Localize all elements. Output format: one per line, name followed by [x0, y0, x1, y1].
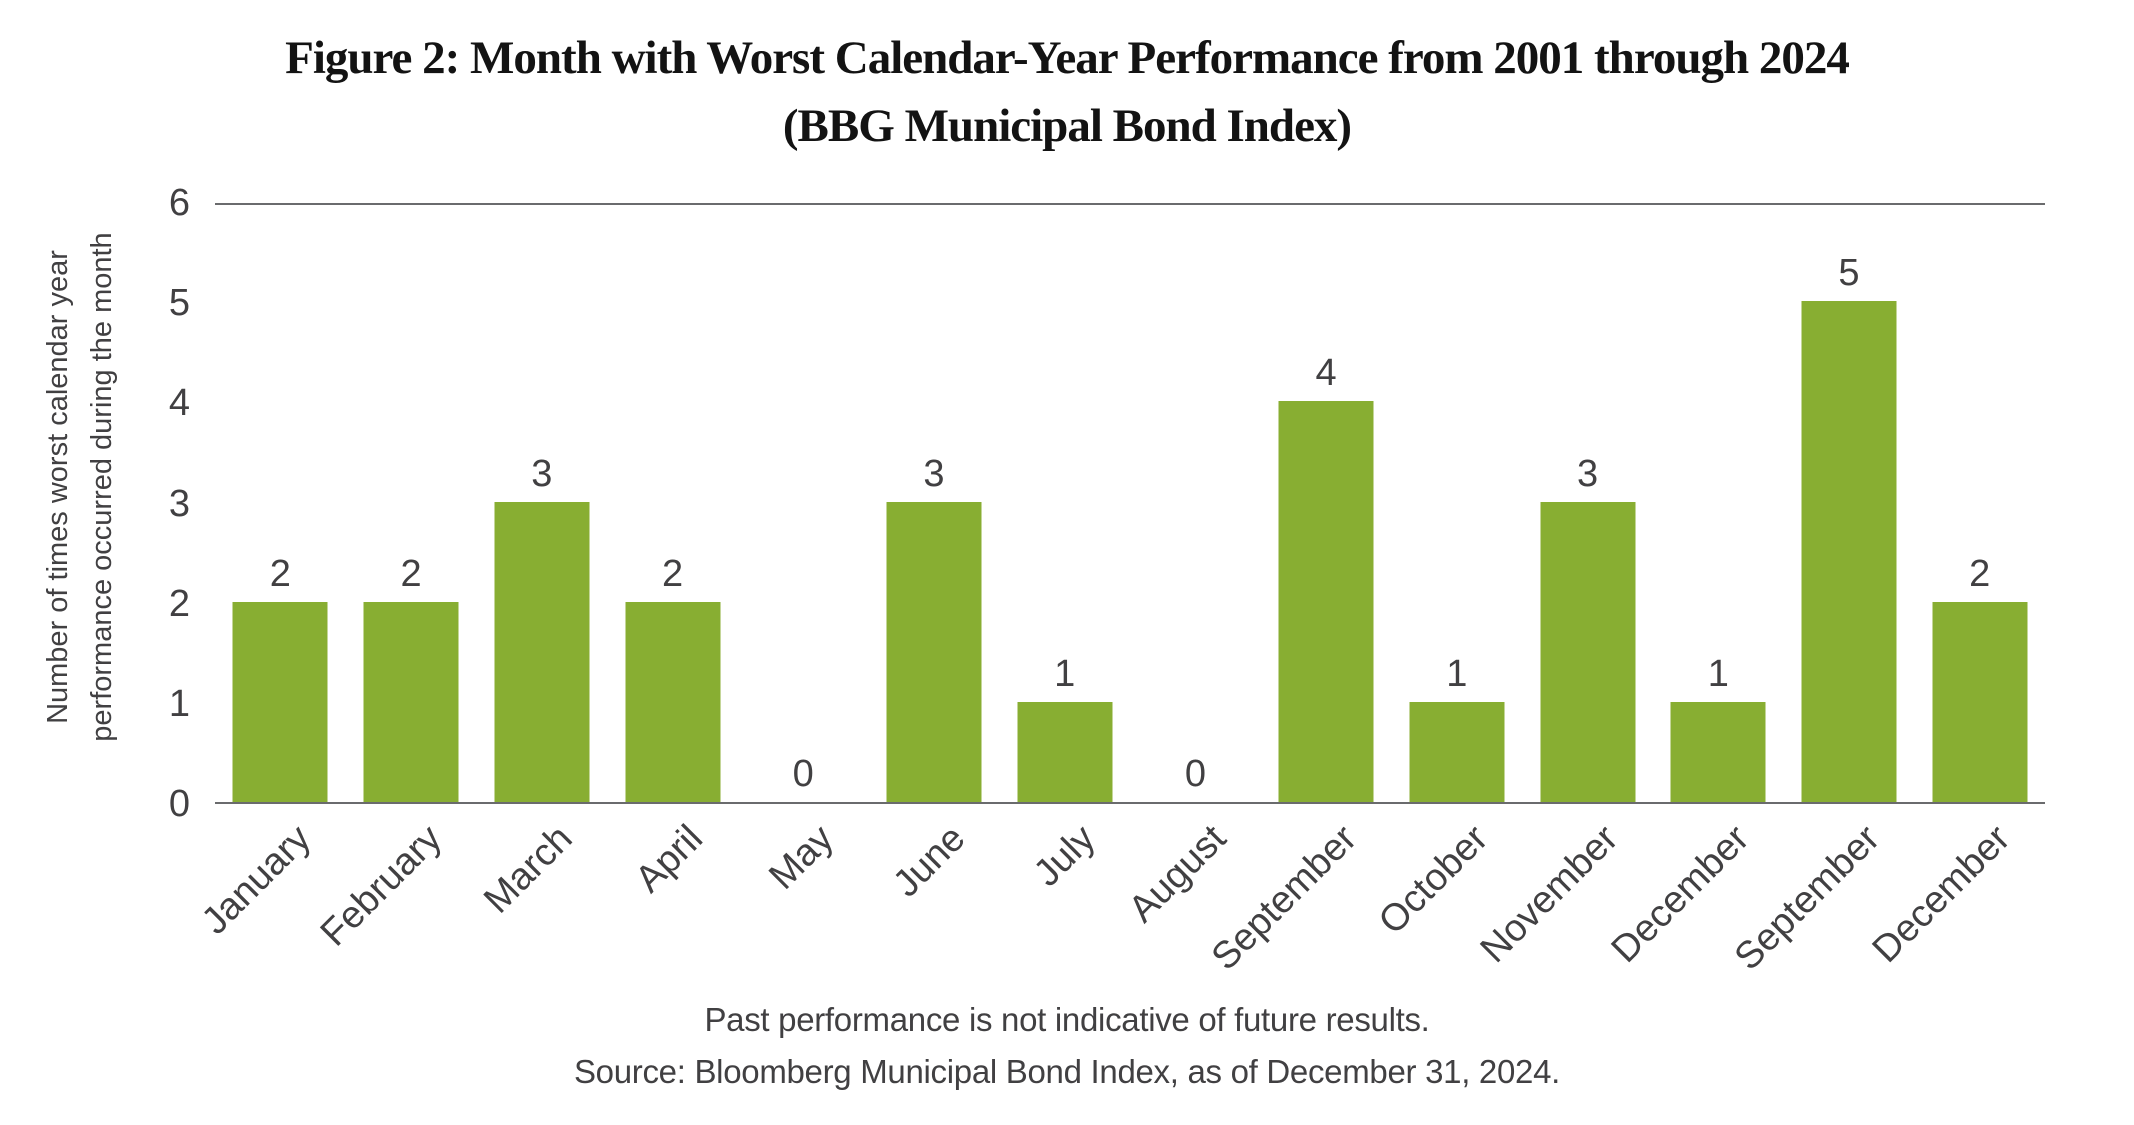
bar-column-september-8: 4 [1261, 205, 1392, 802]
bar-value-label: 1 [1707, 652, 1729, 695]
y-axis-title-line1: Number of times worst calendar year [42, 250, 74, 724]
bar-february [363, 601, 459, 802]
y-tick-label-3: 3 [168, 482, 190, 525]
figure-title-line2: (BBG Municipal Bond Index) [782, 100, 1352, 152]
disclaimer-text: Past performance is not indicative of fu… [704, 1001, 1430, 1038]
bar-value-label: 3 [923, 452, 945, 495]
y-tick-label-5: 5 [168, 282, 190, 325]
bar-value-label: 2 [400, 552, 422, 595]
x-axis-tick-label: January [194, 817, 320, 943]
bar-september [1801, 301, 1897, 802]
bar-column-may-4: 0 [738, 205, 869, 802]
bar-april [625, 601, 721, 802]
bar-column-december-11: 1 [1653, 205, 1784, 802]
bar-value-label: 3 [531, 452, 553, 495]
bar-value-label: 2 [269, 552, 291, 595]
footer: Past performance is not indicative of fu… [0, 994, 2134, 1098]
bar-value-label: 2 [1969, 552, 1991, 595]
figure-title: Figure 2: Month with Worst Calendar-Year… [0, 24, 2134, 160]
bar-column-july-6: 1 [999, 205, 1130, 802]
bar-june [886, 501, 982, 802]
bar-value-label: 5 [1838, 252, 1860, 295]
bar-value-label: 4 [1315, 352, 1337, 395]
bar-column-april-3: 2 [607, 205, 738, 802]
x-axis-tick-label: February [312, 817, 451, 955]
bar-column-october-9: 1 [1391, 205, 1522, 802]
source-text: Source: Bloomberg Municipal Bond Index, … [573, 1053, 1561, 1090]
y-tick-label-4: 4 [168, 382, 190, 425]
x-axis-tick-label: August [1120, 817, 1235, 931]
bar-january [232, 601, 328, 802]
bar-column-september-12: 5 [1784, 205, 1915, 802]
y-tick-label-2: 2 [168, 582, 190, 625]
x-axis-tick-label: June [884, 817, 973, 906]
bar-october [1409, 701, 1505, 802]
bar-december [1670, 701, 1766, 802]
bar-column-march-2: 3 [476, 205, 607, 802]
x-axis-tick-label: December [1864, 817, 2019, 971]
x-axis-tick-label: October [1370, 817, 1496, 943]
bar-column-june-5: 3 [869, 205, 1000, 802]
x-axis-tick-label: April [628, 817, 712, 901]
bar-march [494, 501, 590, 802]
x-axis-tick-label: March [476, 817, 581, 922]
plot-area: 2 2 3 2 0 3 1 0 4 1 3 1 5 2 [215, 203, 2045, 804]
y-tick-label-1: 1 [168, 682, 190, 725]
bar-july [1017, 701, 1113, 802]
bar-column-november-10: 3 [1522, 205, 1653, 802]
y-tick-label-6: 6 [168, 182, 190, 224]
bar-value-label: 1 [1446, 652, 1468, 695]
bars-container: 2 2 3 2 0 3 1 0 4 1 3 1 5 2 [215, 205, 2045, 802]
x-axis-tick-label: May [761, 817, 843, 898]
bar-september [1278, 401, 1374, 802]
y-tick-label-0: 0 [168, 783, 190, 825]
bar-column-january-0: 2 [215, 205, 346, 802]
bar-november [1540, 501, 1636, 802]
bar-column-august-7: 0 [1130, 205, 1261, 802]
x-axis-tick-label: July [1026, 817, 1104, 895]
bar-value-label: 3 [1576, 452, 1599, 495]
figure-title-line1: Figure 2: Month with Worst Calendar-Year… [285, 32, 1850, 84]
bar-column-february-1: 2 [346, 205, 477, 802]
bar-value-label: 0 [1184, 753, 1206, 795]
bar-december [1932, 601, 2028, 802]
bar-value-label: 1 [1054, 652, 1076, 695]
x-axis-tick-label: November [1472, 817, 1627, 971]
bar-column-december-13: 2 [1914, 205, 2045, 802]
bar-value-label: 0 [792, 753, 814, 795]
bar-value-label: 2 [661, 552, 684, 595]
